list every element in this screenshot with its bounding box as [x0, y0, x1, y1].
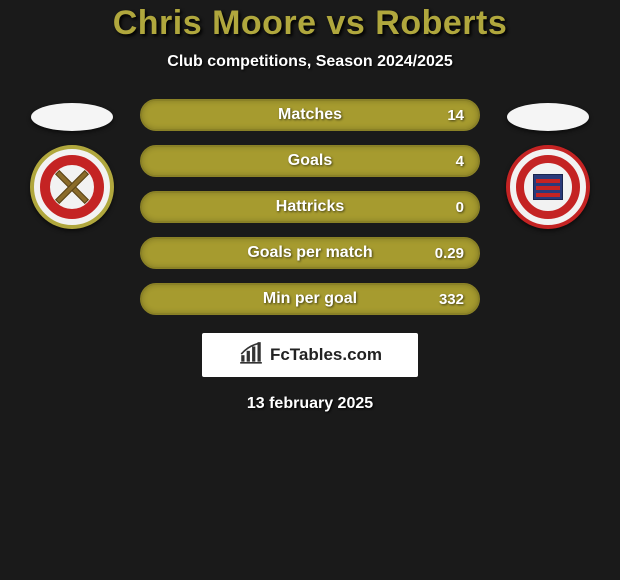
bar-chart-icon: [238, 340, 264, 371]
stat-label: Min per goal: [263, 290, 357, 308]
page-title: Chris Moore vs Roberts: [0, 4, 620, 43]
brand-badge[interactable]: FcTables.com: [202, 333, 418, 377]
right-badge-emblem: [533, 174, 563, 200]
stat-bar: Hattricks 0: [140, 191, 480, 223]
brand-text: FcTables.com: [270, 345, 382, 365]
title-player-left: Chris Moore: [113, 4, 317, 42]
comparison-card: Chris Moore vs Roberts Club competitions…: [0, 0, 620, 580]
stat-right-value: 0: [456, 199, 464, 216]
stat-right-value: 0.29: [435, 245, 464, 262]
subtitle: Club competitions, Season 2024/2025: [0, 53, 620, 71]
stat-right-value: 332: [439, 291, 464, 308]
stat-bar: Matches 14: [140, 99, 480, 131]
right-country-flag: [507, 103, 589, 131]
stat-bar: Goals per match 0.29: [140, 237, 480, 269]
stat-right-value: 14: [447, 107, 464, 124]
right-player-col: [498, 99, 598, 229]
stat-bar: Min per goal 332: [140, 283, 480, 315]
stat-label: Hattricks: [276, 198, 344, 216]
left-club-badge[interactable]: [30, 145, 114, 229]
content-row: Matches 14 Goals 4 Hattricks 0 Goals per match…: [0, 99, 620, 315]
left-country-flag: [31, 103, 113, 131]
stat-right-value: 4: [456, 153, 464, 170]
right-club-badge[interactable]: [506, 145, 590, 229]
title-vs: vs: [317, 4, 376, 42]
stats-column: Matches 14 Goals 4 Hattricks 0 Goals per match…: [140, 99, 480, 315]
stat-label: Matches: [278, 106, 342, 124]
stat-bar: Goals 4: [140, 145, 480, 177]
title-player-right: Roberts: [375, 4, 507, 42]
footer-date: 13 february 2025: [0, 395, 620, 413]
left-player-col: [22, 99, 122, 229]
stat-label: Goals per match: [247, 244, 372, 262]
stat-label: Goals: [288, 152, 332, 170]
